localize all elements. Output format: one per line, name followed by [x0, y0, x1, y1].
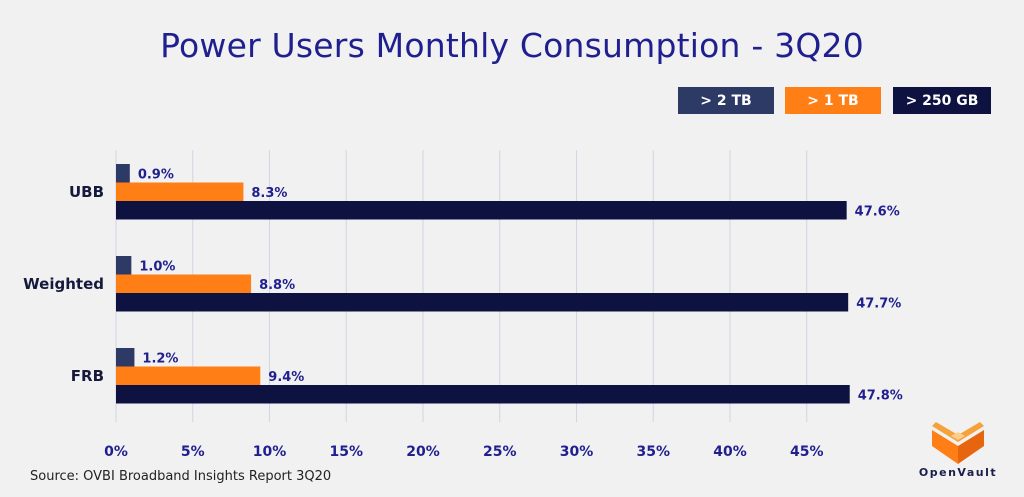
x-tick-label-4: 20% — [406, 444, 440, 460]
bar-ubb-2 — [116, 201, 847, 220]
bar-weighted-0 — [116, 256, 132, 275]
data-label-weighted-2: 47.7% — [856, 296, 901, 311]
category-label-frb: FRB — [71, 367, 104, 385]
legend-label-1tb: > 1 TB — [807, 92, 859, 109]
bar-frb-2 — [116, 385, 850, 404]
legend-item-250gb: > 250 GB — [893, 87, 991, 114]
bar-weighted-2 — [116, 293, 849, 312]
source-note: Source: OVBI Broadband Insights Report 3… — [30, 469, 332, 484]
category-label-weighted: Weighted — [23, 275, 104, 293]
legend-label-250gb: > 250 GB — [905, 92, 979, 109]
logo-text: OpenVault — [918, 466, 998, 479]
data-label-frb-2: 47.8% — [858, 388, 903, 403]
bar-frb-1 — [116, 366, 261, 385]
data-label-weighted-1: 8.8% — [259, 278, 295, 293]
bar-ubb-0 — [116, 164, 130, 183]
x-tick-label-9: 45% — [790, 444, 824, 460]
x-tick-label-7: 35% — [636, 444, 670, 460]
x-tick-label-1: 5% — [181, 444, 205, 460]
openvault-logo: OpenVault — [918, 420, 998, 490]
x-tick-label-8: 40% — [713, 444, 747, 460]
data-label-frb-1: 9.4% — [268, 370, 304, 385]
chart-title: Power Users Monthly Consumption - 3Q20 — [160, 26, 864, 65]
data-label-ubb-1: 8.3% — [251, 186, 287, 201]
x-tick-label-3: 15% — [329, 444, 363, 460]
legend-label-2tb: > 2 TB — [700, 92, 752, 109]
x-tick-label-6: 30% — [560, 444, 594, 460]
bar-frb-0 — [116, 348, 135, 367]
legend-item-2tb: > 2 TB — [678, 87, 774, 114]
data-label-ubb-0: 0.9% — [138, 167, 174, 182]
category-label-ubb: UBB — [69, 183, 104, 201]
data-label-ubb-2: 47.6% — [855, 204, 900, 219]
x-tick-label-5: 25% — [483, 444, 517, 460]
openvault-logo-icon — [932, 422, 984, 464]
data-label-frb-0: 1.2% — [142, 351, 178, 366]
x-tick-label-0: 0% — [104, 444, 128, 460]
legend-item-1tb: > 1 TB — [785, 87, 881, 114]
bar-ubb-1 — [116, 182, 244, 201]
data-label-weighted-0: 1.0% — [139, 259, 175, 274]
x-tick-label-2: 10% — [253, 444, 287, 460]
bar-weighted-1 — [116, 274, 252, 293]
